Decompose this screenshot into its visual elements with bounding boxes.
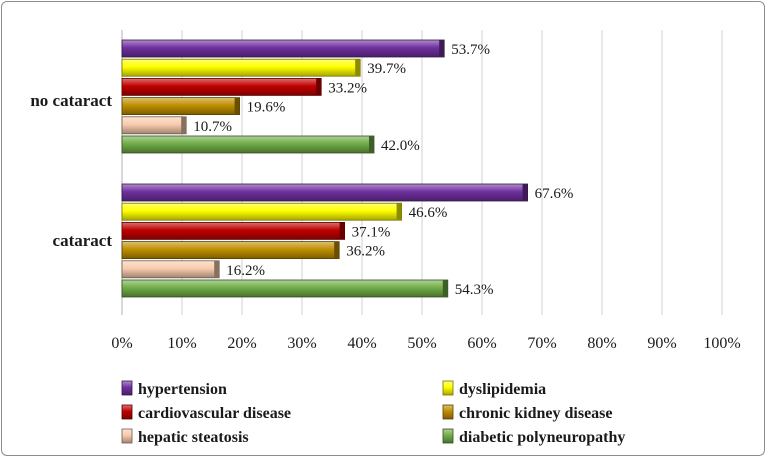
- legend-label: cardiovascular disease: [138, 405, 291, 422]
- bar-no-cataract-hepatic-steatosis: [121, 116, 187, 135]
- legend-swatch: [442, 428, 454, 444]
- legend-item-diabetic-polyneuropathy: diabetic polyneuropathy: [442, 428, 625, 446]
- bar-end-cap: [396, 203, 402, 221]
- data-label: 46.6%: [409, 205, 448, 221]
- x-tick-label: 40%: [347, 335, 376, 352]
- bar-end-cap: [355, 59, 361, 77]
- bar-no-cataract-cardiovascular-disease: [121, 78, 322, 96]
- data-label: 10.7%: [193, 119, 232, 135]
- legend-swatch: [442, 404, 454, 420]
- bar-cataract-dyslipidemia: [121, 202, 403, 221]
- bar-no-cataract-dyslipidemia: [121, 58, 361, 77]
- data-label: 39.7%: [367, 61, 406, 77]
- bar-end-cap: [369, 136, 374, 153]
- data-label: 67.6%: [535, 186, 574, 202]
- bar-end-cap: [522, 184, 528, 201]
- legend-label: hypertension: [138, 381, 227, 398]
- bar-cataract-cardiovascular-disease: [121, 221, 346, 240]
- legend-item-hypertension: hypertension: [121, 380, 227, 398]
- bar-cataract-diabetic-polyneuropathy: [121, 279, 449, 298]
- bar-cataract-hypertension: [121, 183, 529, 202]
- legend-item-dyslipidemia: dyslipidemia: [442, 380, 546, 398]
- bar-cataract-chronic-kidney-disease: [121, 241, 340, 260]
- data-label: 16.2%: [226, 263, 265, 279]
- legend-swatch: [121, 404, 133, 420]
- data-label: 37.1%: [352, 224, 391, 240]
- legend-label: diabetic polyneuropathy: [459, 429, 625, 446]
- bar-no-cataract-hypertension: [121, 39, 445, 58]
- x-tick-label: 30%: [287, 335, 316, 352]
- legend-label: chronic kidney disease: [459, 405, 613, 422]
- category-label: cataract: [53, 231, 113, 250]
- bar-end-cap: [316, 78, 322, 96]
- x-tick-label: 0%: [111, 335, 132, 352]
- legend-swatch: [121, 428, 133, 444]
- bar-end-cap: [439, 40, 445, 57]
- x-tick-label: 70%: [527, 335, 556, 352]
- category-labels: no cataract cataract: [30, 91, 112, 250]
- bar-cataract-hepatic-steatosis: [121, 260, 220, 279]
- data-label: 19.6%: [247, 100, 286, 116]
- data-label: 42.0%: [381, 138, 420, 154]
- legend-swatch: [121, 380, 133, 396]
- x-tick-label: 90%: [647, 335, 676, 352]
- data-label: 53.7%: [451, 42, 490, 58]
- legend-swatch: [442, 380, 454, 396]
- category-label: no cataract: [30, 91, 112, 110]
- x-tick-label: 50%: [407, 335, 436, 352]
- x-tick-label: 100%: [703, 335, 740, 352]
- bar-no-cataract-chronic-kidney-disease: [121, 97, 240, 115]
- legend-item-hepatic-steatosis: hepatic steatosis: [121, 428, 249, 446]
- data-labels: 53.7% 39.7%33.2% 19.6% 10.7% 42.0% 67.6% 46.6%…: [193, 42, 573, 298]
- data-label: 33.2%: [328, 80, 367, 96]
- bar-end-cap: [339, 222, 345, 240]
- bar-end-cap: [214, 260, 220, 278]
- bar-end-cap: [442, 280, 448, 297]
- bar-no-cataract-diabetic-polyneuropathy: [121, 135, 375, 154]
- legend-item-cardiovascular-disease: cardiovascular disease: [121, 404, 291, 422]
- legend-label: hepatic steatosis: [138, 429, 249, 446]
- x-tick-label: 20%: [227, 335, 256, 352]
- bar-end-cap: [334, 241, 340, 259]
- x-tick-label: 80%: [587, 335, 616, 352]
- legend-label: dyslipidemia: [459, 381, 546, 398]
- data-label: 36.2%: [346, 244, 385, 260]
- x-tick-label: 10%: [167, 335, 196, 352]
- bars: [121, 39, 529, 298]
- data-label: 54.3%: [455, 282, 494, 298]
- legend-item-chronic-kidney-disease: chronic kidney disease: [442, 404, 613, 422]
- x-tick-label: 60%: [467, 335, 496, 352]
- legend: hypertension dyslipidemia cardiovascular d…: [121, 380, 625, 446]
- bar-end-cap: [181, 116, 187, 134]
- bar-end-cap: [234, 97, 240, 115]
- x-axis-ticks: 0% 10% 20% 30% 40% 50% 60% 70% 80% 90% 100%: [111, 335, 740, 352]
